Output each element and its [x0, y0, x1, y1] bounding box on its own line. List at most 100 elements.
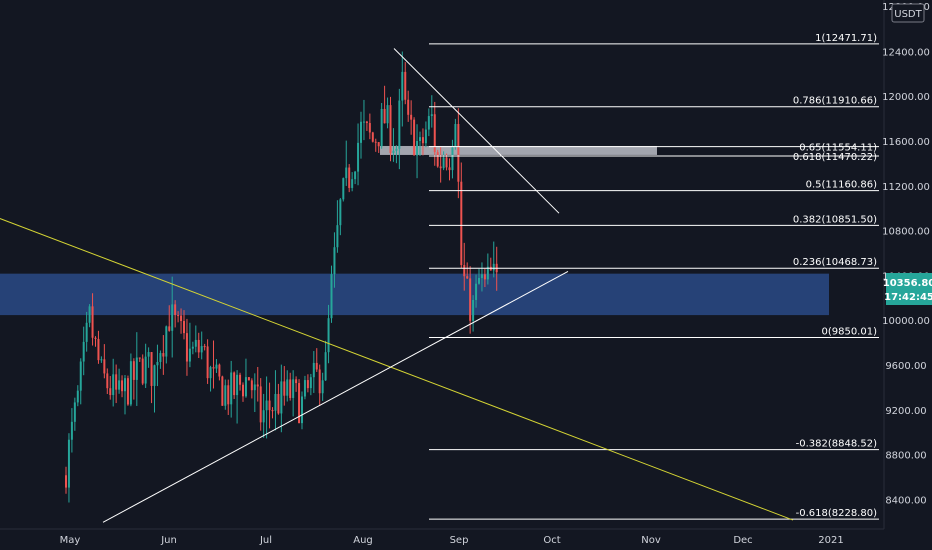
candle-body: [362, 121, 365, 123]
y-tick-label: 12000.00: [882, 92, 930, 103]
candle-body: [383, 108, 386, 124]
candle-body: [100, 359, 103, 361]
candle-body: [212, 367, 215, 369]
y-tick-label: 9200.00: [885, 406, 926, 417]
candle-body: [466, 276, 469, 279]
candle-body: [386, 105, 389, 124]
candle-body: [419, 137, 421, 141]
candle-body: [135, 357, 138, 380]
candle-body: [324, 352, 327, 381]
candle-body: [147, 352, 150, 357]
fib-level-label: 0.65(11554.11): [799, 143, 877, 154]
candle-body: [188, 348, 191, 362]
candle-body: [354, 171, 357, 180]
candle-body: [224, 385, 227, 406]
candle-body: [389, 105, 392, 153]
candle-body: [345, 167, 348, 179]
candle-body: [262, 410, 265, 423]
candle-body: [377, 142, 380, 147]
y-tick-label: 11200.00: [882, 182, 930, 193]
y-tick-label: 12400.00: [882, 47, 930, 58]
candle-body: [191, 346, 194, 349]
x-tick-label: Nov: [641, 535, 661, 546]
current-price-value: 10356.80: [883, 278, 932, 289]
candle-body: [339, 199, 342, 226]
y-tick-label: 8800.00: [885, 451, 926, 462]
candle-body: [144, 356, 147, 384]
candle-body: [306, 380, 309, 389]
candle-body: [109, 388, 112, 396]
candle-body: [392, 150, 395, 153]
candle-body: [271, 410, 274, 412]
candle-body: [460, 181, 463, 266]
currency-badge-label: USDT: [894, 9, 922, 20]
trendlines-layer: [0, 48, 794, 523]
candle-body: [448, 167, 451, 171]
candle-body: [112, 374, 115, 396]
candle-body: [298, 383, 301, 424]
current-price-badge: 10356.80 17:42:45: [883, 273, 932, 305]
candle-body: [292, 379, 295, 398]
candle-body: [436, 152, 439, 167]
yellow-trendline[interactable]: [0, 211, 794, 521]
zones-layer: [0, 145, 829, 316]
candle-body: [421, 137, 424, 144]
candle-body: [97, 338, 100, 361]
x-tick-label: Aug: [353, 535, 373, 546]
currency-badge[interactable]: USDT: [891, 3, 925, 23]
candle-body: [183, 321, 185, 334]
candle-body: [410, 114, 413, 120]
candle-body: [162, 353, 165, 357]
candle-body: [85, 322, 88, 342]
candle-body: [309, 377, 312, 389]
candle-body: [67, 439, 70, 488]
rising-support[interactable]: [102, 270, 569, 523]
fib-level-label: 0.5(11160.86): [806, 180, 878, 191]
candle-body: [351, 179, 354, 188]
candle-body: [150, 352, 153, 386]
descending-resistance[interactable]: [393, 48, 560, 214]
candle-body: [342, 178, 345, 200]
candle-body: [318, 369, 321, 394]
candle-body: [115, 374, 118, 390]
candle-body: [475, 283, 478, 300]
candle-body: [357, 142, 360, 172]
candle-body: [259, 386, 262, 423]
candle-body: [407, 99, 410, 115]
candle-body: [295, 379, 298, 384]
candle-body: [159, 353, 162, 362]
candle-body: [256, 384, 259, 387]
candle-body: [197, 339, 200, 353]
candle-body: [129, 361, 132, 405]
support-zone: [0, 273, 829, 316]
candle-body: [106, 373, 109, 389]
time-axis[interactable]: May Jun Jul Aug Sep Oct Nov Dec 2021: [0, 528, 932, 550]
candle-body: [365, 121, 368, 124]
x-tick-label: Jun: [160, 535, 177, 546]
candle-body: [233, 372, 236, 396]
candle-body: [454, 124, 457, 148]
candle-body: [171, 304, 174, 331]
candle-body: [445, 157, 448, 168]
candle-body: [118, 380, 121, 390]
fib-level-label: 0.786(11910.66): [793, 96, 877, 107]
fib-level-label: -0.382(8848.52): [796, 439, 877, 450]
x-tick-label: 2021: [818, 535, 843, 546]
candle-body: [174, 304, 177, 316]
candle-body: [413, 119, 416, 156]
candle-body: [286, 379, 289, 396]
price-axis[interactable]: 8400.008800.009200.009600.0010000.001040…: [882, 0, 932, 529]
fib-level-label: 0.382(10851.50): [793, 214, 877, 225]
fib-level-label: -0.618(8228.80): [796, 508, 877, 519]
candle-body: [424, 129, 427, 144]
candle-body: [103, 359, 106, 374]
candle-body: [486, 266, 489, 280]
y-tick-label: 8400.00: [885, 495, 926, 506]
candle-body: [82, 341, 85, 362]
x-tick-label: Oct: [543, 535, 560, 546]
candle-body: [442, 157, 445, 169]
candle-body: [88, 306, 91, 323]
fib-level-label: 0.618(11470.22): [793, 152, 877, 163]
candle-body: [395, 148, 398, 151]
